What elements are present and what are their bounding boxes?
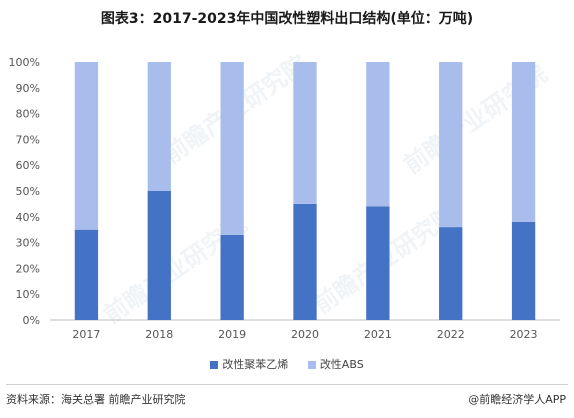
y-tick-label: 60% bbox=[16, 159, 40, 172]
y-tick-label: 70% bbox=[16, 133, 40, 146]
legend-item-series1: 改性聚苯乙烯 bbox=[210, 356, 288, 372]
x-tick-label: 2017 bbox=[72, 328, 100, 341]
y-tick-label: 40% bbox=[16, 211, 40, 224]
y-tick-label: 0% bbox=[23, 314, 40, 327]
bar-series1 bbox=[366, 206, 390, 320]
source-note: 资料来源：海关总署 前瞻产业研究院 bbox=[6, 393, 186, 406]
bar-series2 bbox=[74, 62, 99, 230]
bar-series1 bbox=[147, 191, 171, 320]
legend-item-series2: 改性ABS bbox=[307, 356, 364, 372]
legend-swatch-series2 bbox=[307, 361, 316, 369]
bar-series2 bbox=[511, 62, 536, 222]
x-tick-label: 2021 bbox=[364, 328, 392, 341]
x-tick-label: 2023 bbox=[510, 328, 538, 341]
x-tick-label: 2022 bbox=[437, 328, 465, 341]
x-tick-label: 2020 bbox=[291, 328, 319, 341]
y-tick-label: 30% bbox=[16, 237, 40, 250]
bar-series2 bbox=[293, 62, 317, 204]
footer-divider bbox=[6, 384, 568, 385]
y-tick-label: 20% bbox=[16, 262, 40, 275]
legend-swatch-series1 bbox=[210, 361, 219, 369]
x-tick-label: 2019 bbox=[218, 328, 246, 341]
chart-title: 图表3：2017-2023年中国改性塑料出口结构(单位：万吨) bbox=[100, 11, 474, 27]
y-tick-label: 100% bbox=[9, 56, 40, 69]
y-tick-label: 80% bbox=[16, 108, 40, 121]
bar-series1 bbox=[74, 229, 99, 320]
bar-series1 bbox=[439, 227, 463, 320]
bar-series2 bbox=[439, 62, 463, 228]
y-tick-label: 10% bbox=[16, 288, 40, 301]
y-tick-label: 50% bbox=[16, 185, 40, 198]
y-tick-label: 90% bbox=[16, 82, 40, 95]
legend-label-series2: 改性ABS bbox=[319, 358, 364, 371]
bar-series2 bbox=[147, 62, 171, 191]
bar-series1 bbox=[293, 203, 317, 320]
chart-legend: 改性聚苯乙烯 改性ABS bbox=[0, 356, 574, 372]
brand-credit: @前瞻经济学人APP bbox=[468, 393, 566, 406]
bar-series1 bbox=[220, 234, 244, 320]
stacked-bar-chart: 0% 10% 20% 30% 40% 50% 60% 70% 80% 90% 100% 2017 201… bbox=[9, 56, 560, 341]
legend-label-series1: 改性聚苯乙烯 bbox=[222, 358, 289, 371]
bar-series2 bbox=[220, 62, 244, 235]
bar-series1 bbox=[511, 221, 536, 320]
bar-series2 bbox=[366, 62, 390, 207]
x-tick-label: 2018 bbox=[145, 328, 173, 341]
